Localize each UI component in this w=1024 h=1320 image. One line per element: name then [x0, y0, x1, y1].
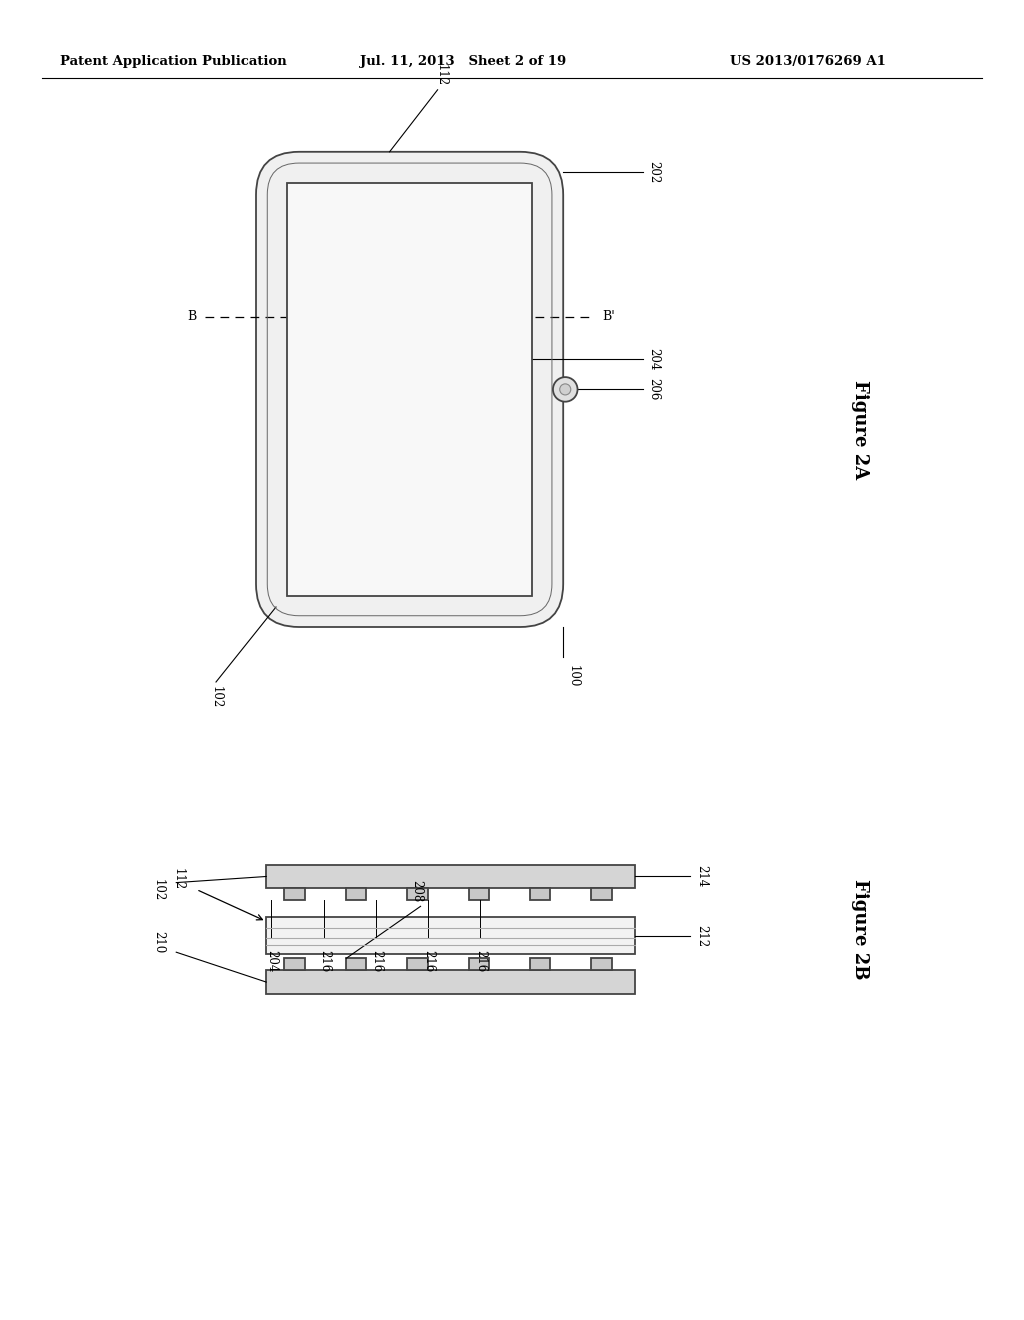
- Bar: [469, 958, 489, 970]
- Text: 102: 102: [210, 686, 222, 709]
- Text: 100: 100: [566, 665, 580, 688]
- Circle shape: [560, 384, 570, 395]
- FancyBboxPatch shape: [256, 152, 563, 627]
- Bar: [408, 958, 428, 970]
- Text: 214: 214: [695, 866, 708, 887]
- Bar: [285, 958, 305, 970]
- Bar: [285, 888, 305, 900]
- Bar: [530, 958, 551, 970]
- Text: Figure 2A: Figure 2A: [851, 380, 869, 479]
- Bar: [266, 917, 635, 954]
- Bar: [408, 888, 428, 900]
- Bar: [592, 888, 612, 900]
- Text: 208: 208: [410, 880, 423, 903]
- Bar: [287, 182, 532, 597]
- Text: 206: 206: [647, 379, 660, 400]
- Bar: [346, 888, 367, 900]
- Text: Patent Application Publication: Patent Application Publication: [60, 55, 287, 69]
- Text: 202: 202: [647, 161, 660, 183]
- Text: 216: 216: [422, 950, 435, 973]
- Text: 216: 216: [474, 950, 486, 973]
- Text: B: B: [187, 310, 197, 323]
- Text: 216: 216: [370, 950, 383, 973]
- Bar: [346, 958, 367, 970]
- Text: 216: 216: [317, 950, 331, 973]
- Text: 210: 210: [152, 931, 165, 953]
- Text: 102: 102: [152, 879, 165, 902]
- Circle shape: [553, 378, 578, 401]
- Bar: [469, 888, 489, 900]
- Text: Jul. 11, 2013   Sheet 2 of 19: Jul. 11, 2013 Sheet 2 of 19: [360, 55, 566, 69]
- Text: 112: 112: [172, 869, 184, 891]
- Text: 112: 112: [435, 63, 449, 86]
- Text: US 2013/0176269 A1: US 2013/0176269 A1: [730, 55, 886, 69]
- Bar: [266, 970, 635, 994]
- Text: 212: 212: [695, 925, 708, 946]
- Text: Figure 2B: Figure 2B: [851, 879, 869, 979]
- Bar: [530, 888, 551, 900]
- Text: 204: 204: [647, 348, 660, 371]
- Bar: [266, 865, 635, 888]
- Text: 204: 204: [265, 950, 278, 973]
- Bar: [592, 958, 612, 970]
- Text: B': B': [602, 310, 614, 323]
